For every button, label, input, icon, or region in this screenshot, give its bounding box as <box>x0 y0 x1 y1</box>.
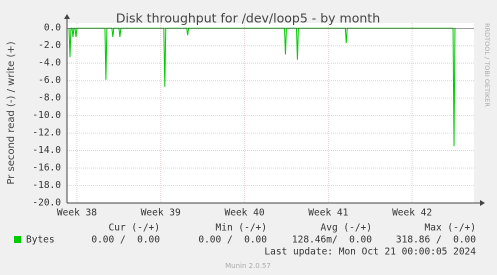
legend-value: 128.46m/ 0.00 <box>292 235 372 246</box>
footer: Munin 2.0.57 <box>225 262 271 270</box>
legend-header: Max (-/+) <box>425 223 476 234</box>
y-tick-label: -8.0 <box>38 93 61 104</box>
legend-value: 0.00 / 0.00 <box>198 235 267 246</box>
x-tick-label: Week 41 <box>308 208 348 219</box>
last-update: Last update: Mon Oct 21 00:00:05 2024 <box>264 247 476 258</box>
y-tick-label: -12.0 <box>32 128 61 139</box>
side-label: RRDTOOL / TOBI OETIKER <box>483 23 491 107</box>
y-tick-label: -4.0 <box>38 58 61 69</box>
y-tick-label: -20.0 <box>32 198 61 209</box>
x-tick-label: Week 42 <box>392 208 432 219</box>
legend-entry: Bytes <box>26 235 55 246</box>
legend-swatch <box>14 236 21 243</box>
legend-value: 318.86 / 0.00 <box>396 235 476 246</box>
x-tick-label: Week 38 <box>57 208 97 219</box>
y-axis-label: Pr second read (-) / write (+) <box>6 41 17 184</box>
y-tick-label: -18.0 <box>32 180 61 191</box>
x-tick-label: Week 40 <box>225 208 265 219</box>
y-tick-label: -10.0 <box>32 110 61 121</box>
chart-title: Disk throughput for /dev/loop5 - by mont… <box>116 11 380 26</box>
y-tick-label: -2.0 <box>38 40 61 51</box>
y-tick-label: -14.0 <box>32 145 61 156</box>
axis-arrow <box>64 14 70 19</box>
axis-arrow <box>480 200 485 206</box>
legend-value: 0.00 / 0.00 <box>91 235 160 246</box>
x-tick-label: Week 39 <box>141 208 181 219</box>
legend-header: Min (-/+) <box>216 223 267 234</box>
y-tick-label: -16.0 <box>32 163 61 174</box>
plot-area <box>67 23 474 203</box>
legend-header: Avg (-/+) <box>321 223 372 234</box>
legend-header: Cur (-/+) <box>109 223 160 234</box>
y-tick-label: -6.0 <box>38 75 61 86</box>
y-tick-label: 0.0 <box>44 23 61 34</box>
